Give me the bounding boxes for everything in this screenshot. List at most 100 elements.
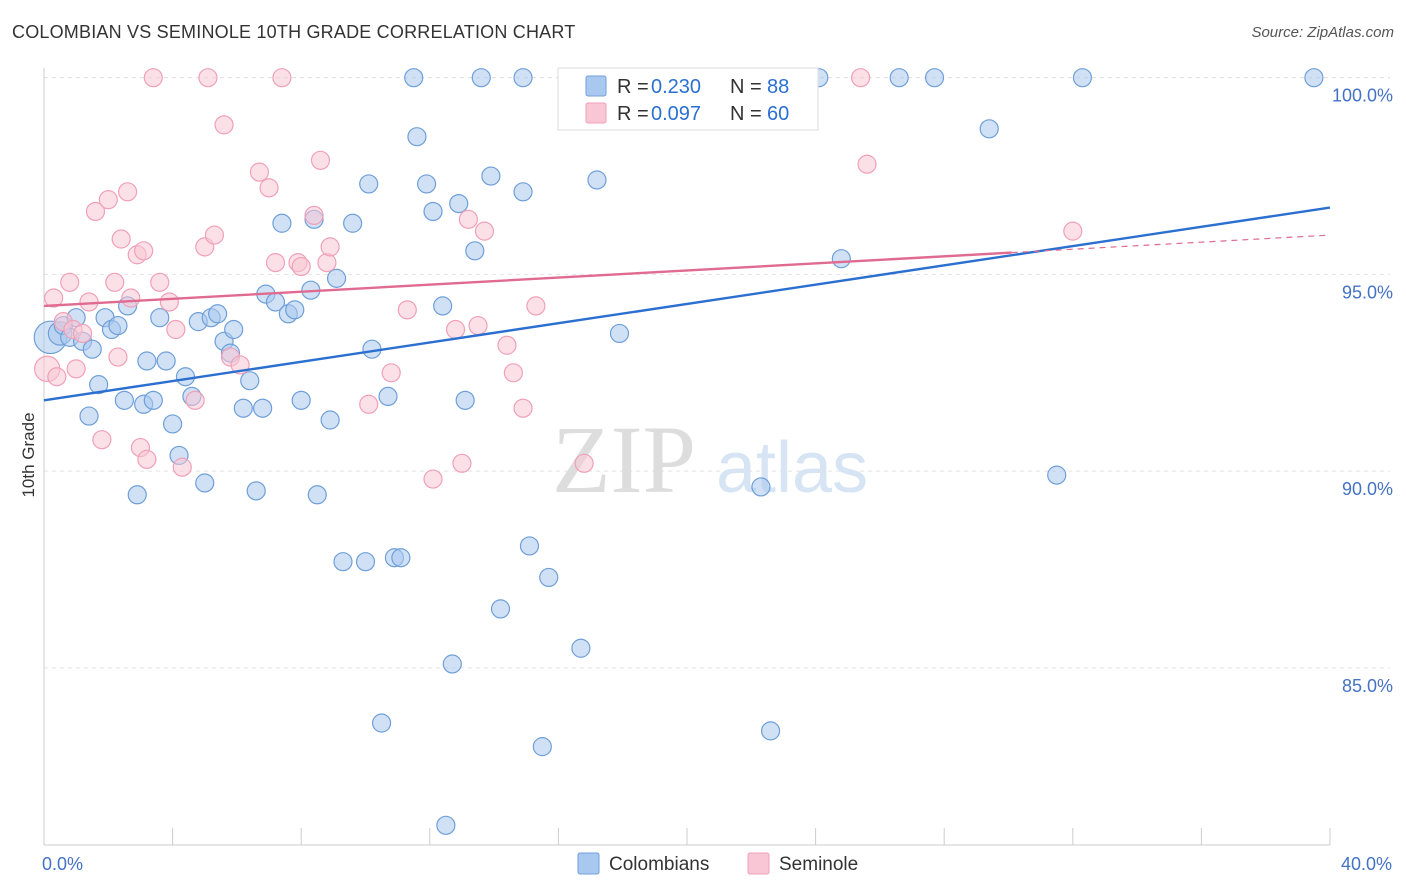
colombians-point	[609, 323, 630, 344]
axes	[43, 68, 1331, 846]
seminole-trend-line	[43, 251, 1012, 308]
stats-legend: R = 0.230 N = 88 R = 0.097 N = 60	[557, 67, 819, 131]
seminole-point	[121, 288, 141, 308]
colombians-point	[272, 213, 292, 233]
colombians-point	[82, 339, 102, 359]
colombians-point	[423, 201, 443, 222]
series-swatch-colombians	[577, 852, 600, 875]
seminole-point	[526, 296, 546, 316]
seminole-point	[143, 68, 163, 88]
seminole-point	[66, 359, 86, 379]
colombians-point	[137, 351, 157, 371]
y-tick-label: 85.0%	[1342, 676, 1393, 696]
seminole-point	[445, 319, 466, 340]
colombians-point	[291, 390, 311, 410]
colombians-point	[143, 390, 163, 410]
legend-r-label-2: R =	[617, 103, 649, 125]
seminole-point	[458, 209, 478, 229]
seminole-point	[291, 256, 311, 277]
colombians-point	[404, 68, 424, 88]
colombians-point	[889, 68, 909, 88]
seminole-point	[204, 225, 224, 245]
seminole-point	[259, 178, 279, 198]
colombians-point	[224, 319, 244, 340]
chart-title: COLOMBIAN VS SEMINOLE 10TH GRADE CORRELA…	[12, 22, 576, 42]
colombians-point	[471, 68, 491, 88]
colombians-point	[156, 351, 176, 371]
colombians-point	[240, 371, 260, 391]
seminole-point	[574, 453, 594, 473]
seminole-point	[85, 201, 106, 222]
colombians-point	[442, 654, 462, 674]
seminole-point	[92, 430, 112, 450]
colombians-point	[285, 300, 305, 320]
seminole-point	[381, 363, 401, 383]
series-legend: Colombians Seminole	[577, 852, 858, 875]
legend-n-label-1: N =	[730, 76, 762, 98]
legend-swatch-colombians	[585, 75, 607, 97]
seminole-point	[452, 453, 472, 473]
colombians-point	[150, 308, 170, 328]
colombians-point	[831, 249, 851, 269]
colombians-point	[378, 386, 398, 407]
seminole-point	[105, 272, 125, 292]
colombians-point	[175, 367, 196, 387]
watermark-atlas: atlas	[716, 428, 868, 508]
legend-swatch-seminole	[585, 102, 607, 124]
seminole-point	[320, 237, 340, 257]
y-axis-label: 10th Grade	[19, 412, 38, 497]
seminole-point	[214, 115, 234, 135]
colombians-point	[1304, 68, 1324, 88]
seminole-point	[72, 323, 93, 344]
seminole-point	[47, 367, 67, 387]
colombians-point	[359, 174, 379, 194]
colombians-point	[326, 268, 347, 288]
legend-n-value-2: 60	[767, 103, 789, 125]
source-label: Source: ZipAtlas.com	[1251, 24, 1394, 41]
colombians-point	[407, 127, 427, 147]
seminole-point	[423, 469, 443, 489]
x-tick-label-right: 40.0%	[1341, 854, 1392, 874]
tick-labels: 85.0% 90.0% 95.0% 100.0% 0.0% 40.0%	[42, 86, 1393, 874]
seminole-point	[249, 162, 270, 182]
seminole-point	[272, 68, 292, 88]
colombians-point	[371, 713, 392, 733]
colombians-point	[320, 410, 340, 430]
watermark: ZIP atlas	[552, 406, 868, 513]
legend-n-value-1: 88	[767, 76, 789, 98]
colombians-point	[465, 241, 485, 261]
colombians-point	[307, 485, 327, 505]
trend-lines	[43, 206, 1331, 402]
seminole-point	[497, 335, 517, 355]
seminole-point	[137, 449, 157, 469]
legend-r-value-2: 0.097	[651, 103, 701, 125]
seminole-point	[265, 253, 286, 273]
colombians-point	[760, 721, 781, 741]
colombians-point	[455, 390, 475, 410]
colombians-point	[246, 481, 266, 501]
colombians-point	[513, 182, 533, 202]
colombians-point	[481, 166, 501, 186]
colombians-point	[79, 406, 99, 426]
seminole-point	[60, 272, 80, 292]
colombians-point	[519, 536, 540, 556]
colombians-point	[114, 390, 134, 410]
colombians-point	[127, 485, 147, 505]
y-tick-label: 95.0%	[1342, 282, 1393, 302]
seminole-point	[474, 221, 495, 241]
colombians-point	[571, 638, 591, 658]
colombians-point	[333, 552, 353, 572]
x-tick-label-left: 0.0%	[42, 854, 83, 874]
legend-r-label-1: R =	[617, 76, 649, 98]
seminole-point	[185, 390, 205, 410]
colombians-point	[539, 567, 559, 588]
seminole-point	[317, 253, 337, 273]
seminole-point	[108, 347, 128, 367]
seminole-point	[198, 68, 218, 88]
y-tick-label: 100.0%	[1332, 86, 1393, 106]
y-tick-label: 90.0%	[1342, 479, 1393, 499]
seminole-point	[397, 300, 417, 320]
seminole-point	[304, 205, 324, 225]
colombians-point	[751, 477, 771, 497]
colombians-point	[343, 213, 363, 233]
